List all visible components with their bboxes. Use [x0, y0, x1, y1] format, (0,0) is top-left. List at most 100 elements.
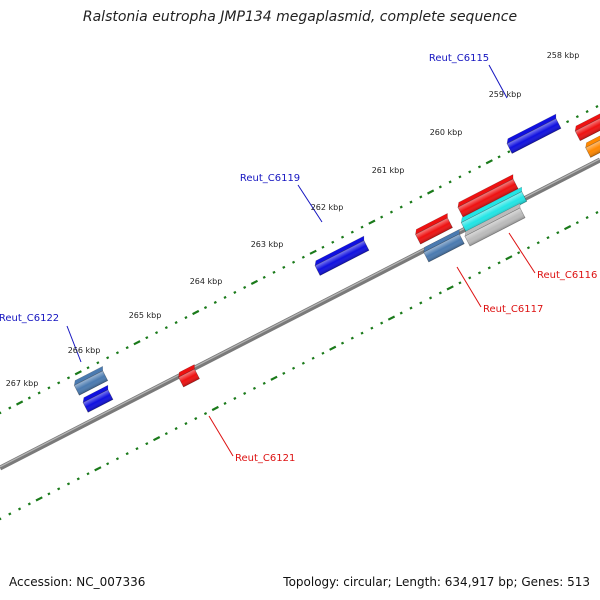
gene-feature[interactable]: [422, 229, 466, 263]
inner-tick-major: [387, 315, 396, 321]
inner-tick-minor: [546, 236, 550, 240]
kbp-label: 259 kbp: [489, 90, 522, 99]
inner-tick-minor: [282, 371, 286, 375]
inner-tick-minor: [575, 221, 579, 225]
inner-tick-minor: [164, 432, 168, 436]
inner-tick-minor: [135, 447, 139, 451]
inner-tick-major: [505, 255, 513, 261]
inner-tick-minor: [468, 276, 472, 280]
outer-tick-minor: [145, 336, 149, 340]
gene-callout-label[interactable]: Reut_C6116: [537, 270, 597, 281]
inner-tick-minor: [17, 507, 22, 511]
gene-feature[interactable]: [313, 235, 371, 276]
outer-tick-minor: [125, 346, 129, 350]
inner-tick-minor: [399, 311, 403, 315]
inner-tick-minor: [291, 366, 296, 370]
outer-tick-minor: [497, 155, 501, 159]
outer-tick-minor: [96, 361, 100, 365]
outer-tick-major: [250, 279, 259, 285]
inner-tick-minor: [106, 462, 110, 466]
outer-tick-minor: [47, 386, 51, 390]
gene-callout-label[interactable]: Reut_C6115: [429, 53, 489, 64]
gene-feature[interactable]: [81, 384, 115, 413]
inner-tick-minor: [595, 211, 599, 215]
outer-tick-minor: [507, 150, 511, 154]
outer-tick-minor: [399, 205, 403, 209]
inner-tick-major: [563, 225, 572, 231]
inner-tick-minor: [194, 417, 198, 421]
outer-tick-minor: [66, 376, 71, 380]
outer-tick-minor: [360, 225, 364, 229]
inner-tick-major: [94, 466, 102, 472]
inner-tick-minor: [458, 281, 462, 285]
gene-callout-label[interactable]: Reut_C6122: [0, 313, 59, 324]
inner-tick-minor: [370, 326, 374, 330]
callout-leader-line: [488, 64, 508, 99]
inner-tick-minor: [233, 396, 237, 400]
gene-callout-label[interactable]: Reut_C6121: [235, 453, 295, 464]
inner-tick-minor: [380, 321, 384, 325]
gene-feature[interactable]: [414, 213, 455, 245]
outer-tick-major: [368, 219, 376, 225]
inner-tick-minor: [311, 356, 315, 360]
outer-tick-minor: [37, 391, 41, 395]
kbp-label: 267 kbp: [6, 379, 39, 388]
kbp-label: 266 kbp: [68, 346, 101, 355]
inner-tick-minor: [419, 301, 423, 305]
gene-feature[interactable]: [584, 133, 600, 158]
outer-tick-major: [485, 159, 493, 165]
outer-tick-minor: [243, 285, 247, 289]
outer-tick-major: [309, 249, 317, 255]
accession-label: Accession: NC_007336: [9, 575, 146, 589]
gene-feature[interactable]: [505, 113, 563, 154]
outer-tick-minor: [115, 351, 120, 355]
callout-leader-line: [508, 232, 536, 274]
kbp-label: 261 kbp: [372, 166, 405, 175]
gene-features: [72, 112, 600, 413]
gene-callout-label[interactable]: Reut_C6117: [483, 304, 543, 315]
inner-tick-major: [446, 285, 454, 291]
outer-tick-minor: [409, 200, 413, 204]
inner-tick-minor: [86, 472, 90, 476]
inner-tick-minor: [184, 422, 188, 426]
inner-tick-minor: [0, 517, 2, 521]
outer-tick-minor: [595, 105, 599, 109]
inner-tick-minor: [409, 306, 413, 310]
inner-tick-minor: [223, 401, 227, 405]
outer-tick-minor: [154, 331, 159, 335]
gene-callout-label[interactable]: Reut_C6119: [240, 173, 300, 184]
outer-tick-minor: [468, 170, 472, 174]
gene-feature[interactable]: [573, 112, 600, 142]
outer-tick-minor: [575, 115, 579, 119]
outer-tick-minor: [389, 210, 394, 214]
inner-tick-minor: [27, 502, 31, 506]
outer-tick-minor: [272, 270, 276, 274]
outer-tick-major: [426, 189, 435, 195]
inner-tick-major: [270, 375, 278, 381]
gene-feature[interactable]: [463, 203, 527, 247]
outer-tick-minor: [350, 230, 354, 234]
inner-tick-minor: [477, 271, 482, 275]
outer-tick-minor: [282, 265, 286, 269]
inner-tick-minor: [66, 482, 71, 486]
inner-tick-major: [152, 436, 161, 442]
outer-tick-minor: [566, 120, 570, 124]
kbp-label: 263 kbp: [251, 240, 284, 249]
inner-tick-minor: [174, 427, 178, 431]
inner-tick-minor: [243, 391, 247, 395]
outer-tick-minor: [438, 185, 442, 189]
gene-feature[interactable]: [456, 174, 520, 218]
gene-feature[interactable]: [72, 365, 109, 396]
gene-feature[interactable]: [459, 186, 528, 233]
gene-feature[interactable]: [177, 364, 202, 388]
inner-tick-minor: [321, 351, 325, 355]
outer-tick-minor: [331, 240, 335, 244]
outer-tick-minor: [164, 326, 168, 330]
outer-tick-minor: [106, 356, 110, 360]
outer-tick-minor: [477, 165, 482, 169]
kbp-scale-labels: 258 kbp 259 kbp 260 kbp 261 kbp 262 kbp 263 k…: [6, 51, 580, 388]
callout-leader-line: [456, 266, 482, 308]
outer-tick-minor: [262, 275, 266, 279]
outer-tick-minor: [321, 245, 325, 249]
